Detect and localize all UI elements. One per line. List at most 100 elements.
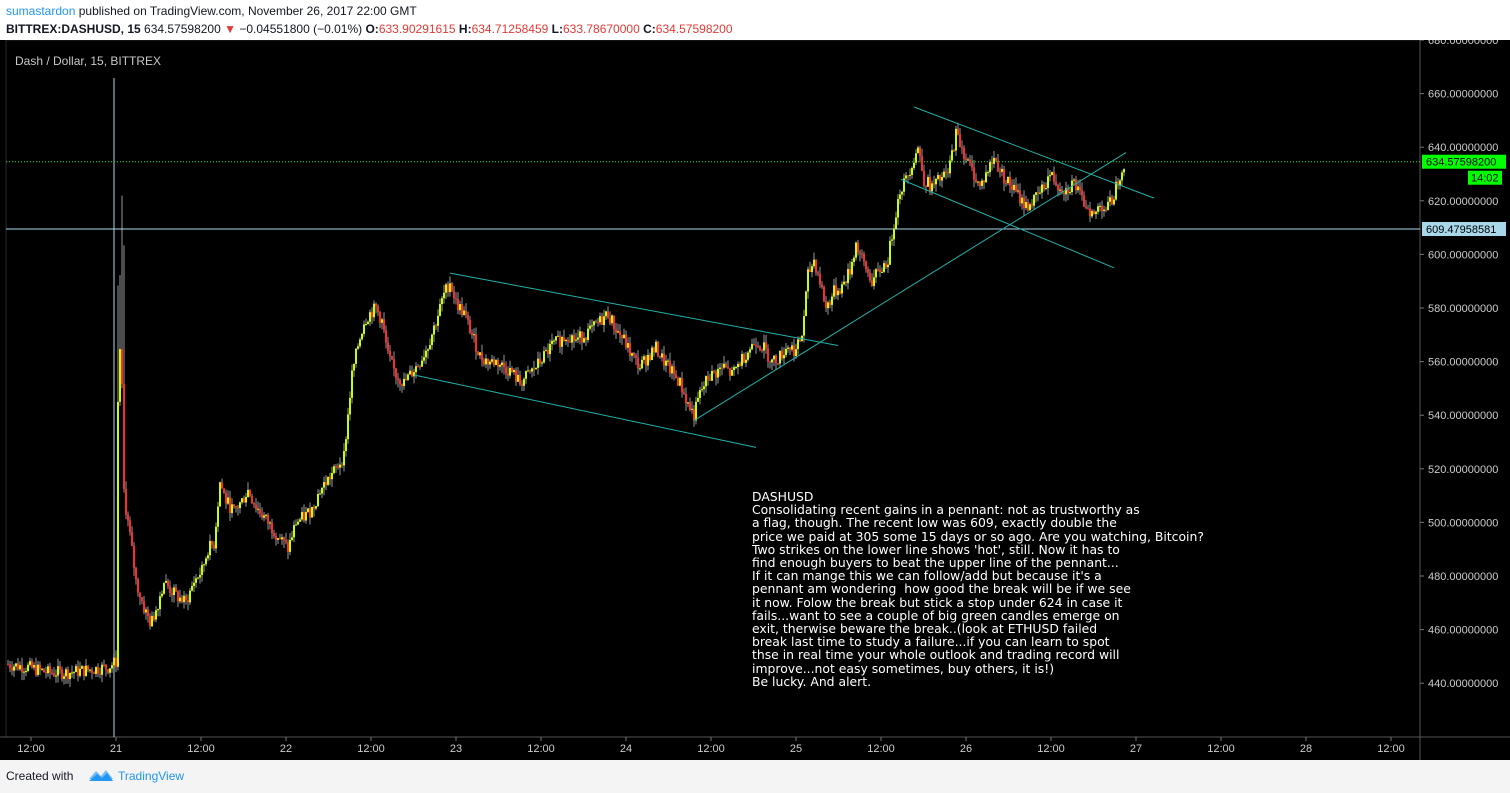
candle-body	[1105, 209, 1107, 211]
candle-body	[179, 597, 181, 602]
candle-body	[665, 360, 667, 366]
candle-body	[1013, 184, 1015, 191]
candle-body	[185, 595, 187, 601]
candle-body	[421, 360, 423, 367]
trend-line-upper-channel	[449, 272, 839, 347]
candle-body	[471, 332, 473, 335]
candle-body	[583, 338, 585, 343]
candle-body	[987, 172, 989, 174]
candle-body	[189, 590, 191, 603]
candle-body	[503, 362, 505, 368]
candle-body	[163, 582, 165, 594]
author-link[interactable]: sumastardon	[6, 4, 76, 18]
candle-body	[671, 366, 673, 374]
candle-body	[259, 508, 261, 514]
candle-body	[1051, 172, 1053, 176]
candle-body	[739, 363, 741, 366]
open-value: 633.90291615	[378, 22, 456, 36]
candle-body	[207, 555, 209, 559]
candle-body	[473, 334, 475, 336]
candle-body	[209, 541, 211, 556]
y-tick-label: 600.00000000	[1428, 249, 1498, 261]
candle-body	[667, 360, 669, 362]
annotation-note[interactable]: DASHUSD Consolidating recent gains in a …	[752, 489, 1204, 689]
candle-body	[681, 377, 683, 393]
candle-body	[11, 668, 13, 671]
candle-body	[923, 170, 925, 186]
candle-body	[551, 340, 553, 344]
candle-body	[19, 665, 21, 670]
candle-body	[771, 359, 773, 363]
candle-body	[835, 285, 837, 296]
candle-body	[717, 368, 719, 378]
candle-body	[957, 128, 959, 135]
candle-body	[1023, 197, 1025, 209]
candle-body	[509, 368, 511, 376]
candle-body	[363, 324, 365, 334]
candle-body	[123, 383, 125, 490]
candle-body	[593, 321, 595, 326]
x-tick-label: 28	[1300, 743, 1312, 755]
candle-body	[157, 609, 159, 611]
candle-body	[431, 334, 433, 346]
candle-body	[475, 334, 477, 352]
candle-body	[659, 356, 661, 358]
candle-body	[617, 331, 619, 333]
candle-body	[559, 335, 561, 347]
candle-body	[159, 596, 161, 610]
candle-body	[695, 401, 697, 421]
candle-body	[1115, 181, 1117, 200]
candle-body	[721, 367, 723, 369]
candle-body	[13, 666, 15, 671]
candle-body	[925, 185, 927, 187]
candle-body	[539, 358, 541, 364]
candle-body	[327, 476, 329, 485]
candle-body	[429, 345, 431, 350]
tradingview-link[interactable]: TradingView	[118, 769, 185, 783]
candle-body	[989, 162, 991, 173]
candle-body	[579, 331, 581, 338]
candle-body	[477, 351, 479, 356]
candle-body	[155, 610, 157, 620]
candle-body	[825, 301, 827, 309]
candle-body	[609, 317, 611, 324]
candle-body	[1031, 204, 1033, 206]
candle-body	[411, 370, 413, 377]
chart-area[interactable]: Dash / Dollar, 15, BITTREX 680.00000000 6…	[0, 40, 1510, 760]
candle-body	[567, 339, 569, 342]
candle-body	[773, 355, 775, 360]
candle-body	[83, 666, 85, 676]
high-label: H:	[458, 22, 472, 36]
candle-body	[459, 304, 461, 311]
candle-body	[919, 147, 921, 157]
candle-body	[1049, 175, 1051, 177]
candle-body	[961, 146, 963, 148]
candle-body	[129, 520, 131, 533]
candle-body	[447, 284, 449, 293]
candle-body	[91, 669, 93, 673]
candle-body	[585, 338, 587, 340]
candle-body	[719, 367, 721, 369]
tradingview-logo-icon[interactable]	[88, 766, 114, 784]
candle-body	[675, 374, 677, 379]
candle-body	[375, 303, 377, 307]
candle-body	[737, 363, 739, 368]
price-chart[interactable]: Dash / Dollar, 15, BITTREX 680.00000000 6…	[0, 40, 1510, 760]
candle-body	[153, 615, 155, 620]
candle-body	[139, 592, 141, 598]
candle-body	[49, 666, 51, 673]
candle-body	[937, 175, 939, 179]
candle-body	[833, 285, 835, 297]
low-label: L:	[551, 22, 563, 36]
candle-body	[89, 669, 91, 671]
candle-body	[877, 269, 879, 271]
candle-body	[685, 393, 687, 404]
candle-body	[221, 482, 223, 489]
candle-body	[371, 312, 373, 318]
candle-body	[841, 284, 843, 294]
published-text: published on TradingView.com, November 2…	[78, 4, 417, 18]
candle-body	[641, 359, 643, 369]
candle-body	[683, 392, 685, 394]
candle-body	[897, 199, 899, 218]
candle-body	[815, 259, 817, 273]
